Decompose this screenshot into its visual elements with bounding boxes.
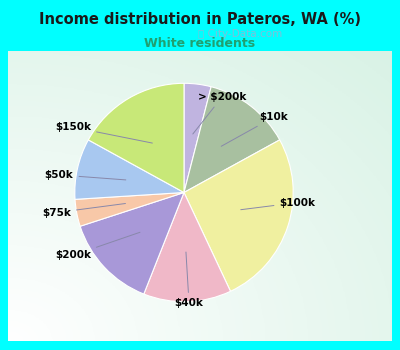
Wedge shape bbox=[184, 140, 293, 291]
Wedge shape bbox=[184, 87, 280, 192]
Wedge shape bbox=[184, 83, 211, 192]
Text: $75k: $75k bbox=[42, 203, 126, 218]
Text: $10k: $10k bbox=[221, 112, 288, 146]
Text: $150k: $150k bbox=[55, 122, 152, 143]
Text: White residents: White residents bbox=[144, 37, 256, 50]
Wedge shape bbox=[80, 193, 184, 294]
Text: $50k: $50k bbox=[45, 170, 126, 180]
Wedge shape bbox=[144, 193, 230, 302]
Text: $100k: $100k bbox=[241, 197, 316, 210]
Text: Income distribution in Pateros, WA (%): Income distribution in Pateros, WA (%) bbox=[39, 12, 361, 27]
Wedge shape bbox=[75, 193, 184, 226]
Text: > $200k: > $200k bbox=[193, 92, 246, 134]
Text: $40k: $40k bbox=[174, 252, 204, 308]
Wedge shape bbox=[88, 83, 184, 192]
Text: ⓘ City-Data.com: ⓘ City-Data.com bbox=[198, 29, 282, 39]
Text: $200k: $200k bbox=[55, 232, 140, 260]
Wedge shape bbox=[75, 140, 184, 199]
